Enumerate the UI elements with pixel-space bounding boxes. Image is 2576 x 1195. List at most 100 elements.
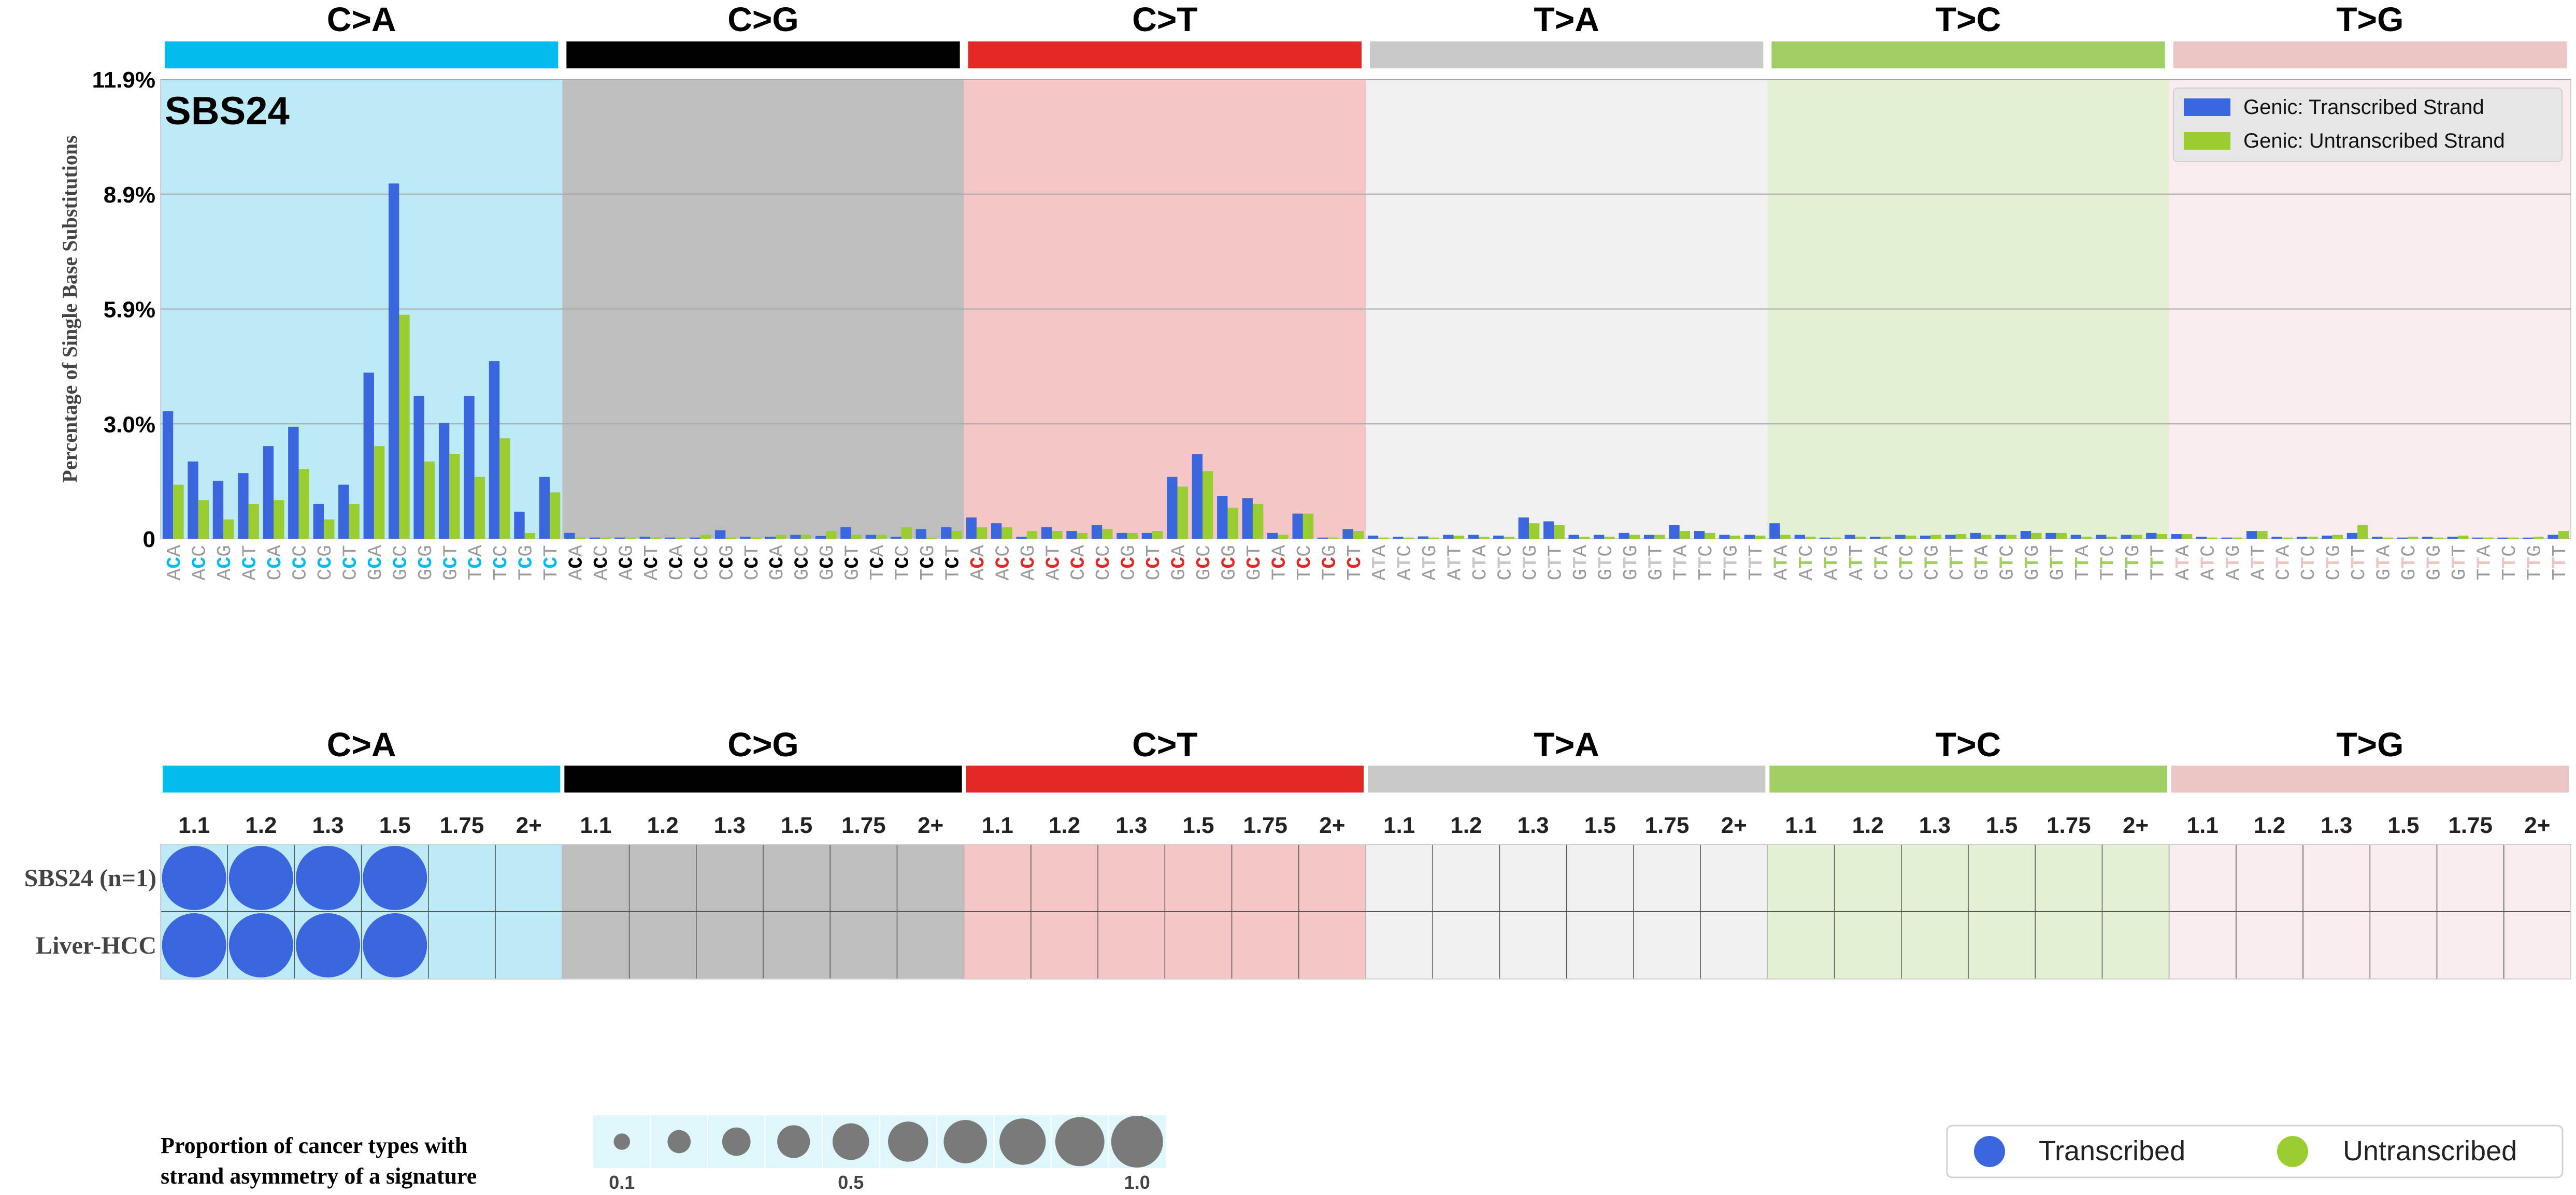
x-tick-label: CTA [1871, 545, 1893, 581]
bar-transcribed [1895, 535, 1906, 539]
transcribed-legend-label: Transcribed [2039, 1135, 2185, 1167]
x-tick-label: TCG [516, 545, 538, 580]
x-tick-label: CTC [2298, 545, 2320, 580]
bar-untranscribed [1227, 508, 1238, 539]
bar-transcribed [765, 537, 776, 539]
bar-transcribed [690, 537, 700, 539]
bar-untranscribed [1880, 537, 1891, 539]
bar-transcribed [840, 527, 851, 539]
bubble-row-label: SBS24 (n=1) [24, 865, 156, 892]
bar-transcribed [2146, 532, 2157, 539]
y-axis-label: Percentage of Single Base Substitutions [58, 135, 81, 482]
strand-bubble [162, 846, 226, 910]
bar-untranscribed [2558, 531, 2569, 539]
bar-untranscribed [2156, 534, 2167, 539]
bar-transcribed [1995, 535, 2006, 539]
x-tick-label: GCG [817, 545, 839, 580]
size-legend-bubble [943, 1120, 988, 1163]
x-tick-label: GTA [1971, 545, 1994, 581]
bar-untranscribed [2332, 535, 2343, 539]
bubble-type-header-bar-T>G [2171, 766, 2569, 793]
x-tick-label: TTA [2072, 545, 2094, 581]
bar-untranscribed [1830, 537, 1841, 539]
bar-untranscribed [1579, 537, 1590, 539]
bubble-column-label: 1.2 [1852, 813, 1884, 838]
bar-untranscribed [2282, 537, 2293, 539]
bar-transcribed [740, 537, 751, 539]
x-tick-label: GTG [2022, 545, 2044, 580]
size-legend-bubble [832, 1123, 869, 1160]
bar-transcribed [1091, 525, 1103, 539]
bar-transcribed [1066, 531, 1077, 539]
bar-transcribed [639, 537, 650, 539]
bar-transcribed [188, 461, 198, 539]
bar-transcribed [915, 529, 926, 539]
bar-transcribed [1192, 454, 1203, 539]
bar-transcribed [2447, 537, 2458, 539]
size-legend-tick: 0.1 [609, 1172, 635, 1193]
bubble-column-label: 1.5 [1182, 813, 1214, 838]
strand-bubble [162, 913, 226, 977]
bubble-column-label: 1.75 [1243, 813, 1287, 838]
x-tick-label: CTT [1947, 545, 1969, 580]
x-tick-label: TTC [1695, 545, 1718, 580]
bar-transcribed [288, 426, 299, 539]
bubble-row-label: Liver-HCC [36, 932, 156, 959]
bar-untranscribed [1077, 532, 1088, 539]
bar-transcribed [2171, 534, 2182, 539]
strand-bubble [296, 846, 361, 910]
x-tick-label: CTT [1544, 545, 1567, 580]
bar-untranscribed [1177, 486, 1188, 539]
y-tick-label: 0 [143, 527, 155, 552]
bar-untranscribed [1152, 531, 1163, 539]
x-tick-label: ACG [1018, 545, 1040, 580]
bar-untranscribed [1930, 535, 1941, 539]
bar-transcribed [2121, 535, 2131, 539]
bar-untranscribed [2382, 537, 2393, 539]
bar-untranscribed [1328, 537, 1339, 539]
x-tick-label: GCT [1243, 545, 1266, 580]
x-tick-label: TTG [1721, 545, 1743, 580]
bubble-column-label: 1.1 [1383, 813, 1415, 838]
bar-untranscribed [2031, 532, 2042, 539]
bar-untranscribed [1729, 536, 1740, 539]
bar-transcribed [1769, 523, 1780, 539]
bubble-column-label: 2+ [1319, 813, 1345, 838]
bar-untranscribed [2231, 537, 2243, 539]
bubble-column-label: 1.2 [245, 813, 277, 838]
x-tick-label: TTT [1745, 545, 1768, 580]
bubble-column-label: 2+ [918, 813, 943, 838]
x-tick-label: CCC [691, 545, 713, 580]
bar-untranscribed [2357, 525, 2368, 539]
x-tick-label: ATC [1394, 545, 1416, 580]
bubble-type-header-label: C>G [727, 725, 799, 764]
bar-transcribed [2522, 537, 2534, 539]
x-tick-label: ACC [992, 545, 1014, 580]
bubble-column-label: 2+ [1721, 813, 1747, 838]
x-tick-label: TCT [942, 545, 964, 580]
size-legend-bubble [888, 1121, 928, 1162]
bar-transcribed [790, 535, 801, 539]
type-header-bar-C>G [566, 41, 960, 68]
x-tick-label: CTT [2348, 545, 2370, 580]
bar-transcribed [2221, 537, 2232, 539]
bubble-type-header-label: C>A [327, 725, 396, 764]
strand-bubble [296, 913, 361, 977]
bar-untranscribed [675, 537, 686, 539]
type-header-label: C>G [727, 0, 799, 38]
x-tick-label: CCT [339, 545, 362, 580]
bar-transcribed [1141, 532, 1153, 539]
legend-label-transcribed: Genic: Transcribed Strand [2243, 96, 2484, 119]
bar-transcribed [2472, 537, 2483, 539]
bar-untranscribed [926, 537, 937, 539]
bar-transcribed [815, 536, 826, 539]
bar-untranscribed [374, 446, 385, 539]
x-tick-label: CCC [290, 545, 312, 580]
bar-transcribed [1267, 532, 1278, 539]
x-tick-label: TCC [490, 545, 512, 580]
bubble-column-label: 1.75 [2047, 813, 2091, 838]
x-tick-label: GTT [1645, 545, 1667, 580]
x-tick-label: GCA [1168, 545, 1191, 581]
bar-transcribed [1870, 537, 1881, 539]
